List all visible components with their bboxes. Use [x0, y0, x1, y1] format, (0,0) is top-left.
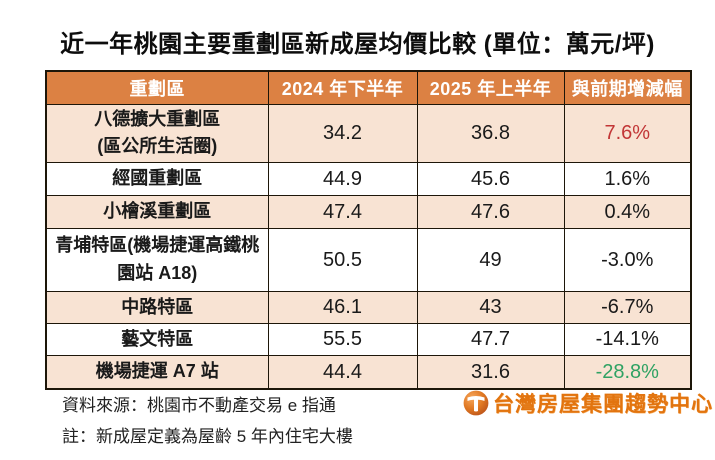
change-cell: 1.6% [563, 162, 692, 197]
table-row: 機場捷運 A7 站 44.4 31.6 -28.8% [45, 355, 692, 390]
brand-logo: 台灣房屋集團趨勢中心 [463, 388, 713, 418]
value-2025h1-cell: 49 [416, 228, 565, 293]
table-row: 經國重劃區 44.9 45.6 1.6% [45, 162, 692, 197]
definition-note: 註：新成屋定義為屋齡 5 年內住宅大樓 [62, 427, 353, 446]
change-cell: 0.4% [563, 195, 692, 230]
brand-logo-text: 台灣房屋集團趨勢中心 [493, 393, 713, 416]
table-header: 重劃區 2024 年下半年 2025 年上半年 與前期增減幅 [45, 70, 692, 105]
value-2024h2-cell: 44.4 [267, 355, 418, 390]
value-2025h1-cell: 43 [416, 291, 565, 325]
district-cell: 中路特區 [45, 291, 269, 325]
page-title: 近一年桃園主要重劃區新成屋均價比較 (單位：萬元/坪) [60, 31, 655, 58]
value-2025h1-cell: 31.6 [416, 355, 565, 390]
value-2025h1-cell: 47.7 [416, 323, 565, 357]
price-comparison-table: 重劃區 2024 年下半年 2025 年上半年 與前期增減幅 八德擴大重劃區 (… [45, 70, 692, 390]
column-header-district: 重劃區 [45, 70, 269, 105]
table-row: 中路特區 46.1 43 -6.7% [45, 291, 692, 325]
value-2024h2-cell: 44.9 [267, 162, 418, 197]
change-cell: -28.8% [563, 355, 692, 390]
column-header-2024h2: 2024 年下半年 [267, 70, 418, 105]
district-cell: 經國重劃區 [45, 162, 269, 197]
value-2025h1-cell: 36.8 [416, 103, 565, 164]
value-2024h2-cell: 34.2 [267, 103, 418, 164]
table-row: 八德擴大重劃區 (區公所生活圈) 34.2 36.8 7.6% [45, 103, 692, 164]
district-cell: 青埔特區(機場捷運高鐵桃 園站 A18) [45, 228, 269, 293]
value-2025h1-cell: 47.6 [416, 195, 565, 230]
column-header-change: 與前期增減幅 [563, 70, 692, 105]
value-2024h2-cell: 55.5 [267, 323, 418, 357]
district-cell: 小檜溪重劃區 [45, 195, 269, 230]
table-row: 藝文特區 55.5 47.7 -14.1% [45, 323, 692, 357]
change-cell: -3.0% [563, 228, 692, 293]
change-cell: -6.7% [563, 291, 692, 325]
taiwan-housing-logo-icon [463, 390, 489, 416]
table-row: 青埔特區(機場捷運高鐵桃 園站 A18) 50.5 49 -3.0% [45, 228, 692, 293]
table-body: 八德擴大重劃區 (區公所生活圈) 34.2 36.8 7.6% 經國重劃區 44… [45, 103, 692, 390]
data-source-note: 資料來源：桃園市不動產交易 e 指通 [62, 396, 336, 415]
value-2024h2-cell: 47.4 [267, 195, 418, 230]
table-row: 小檜溪重劃區 47.4 47.6 0.4% [45, 195, 692, 230]
column-header-2025h1: 2025 年上半年 [416, 70, 565, 105]
change-cell: 7.6% [563, 103, 692, 164]
value-2024h2-cell: 46.1 [267, 291, 418, 325]
value-2025h1-cell: 45.6 [416, 162, 565, 197]
district-cell: 八德擴大重劃區 (區公所生活圈) [45, 103, 269, 164]
value-2024h2-cell: 50.5 [267, 228, 418, 293]
district-cell: 機場捷運 A7 站 [45, 355, 269, 390]
district-cell: 藝文特區 [45, 323, 269, 357]
change-cell: -14.1% [563, 323, 692, 357]
